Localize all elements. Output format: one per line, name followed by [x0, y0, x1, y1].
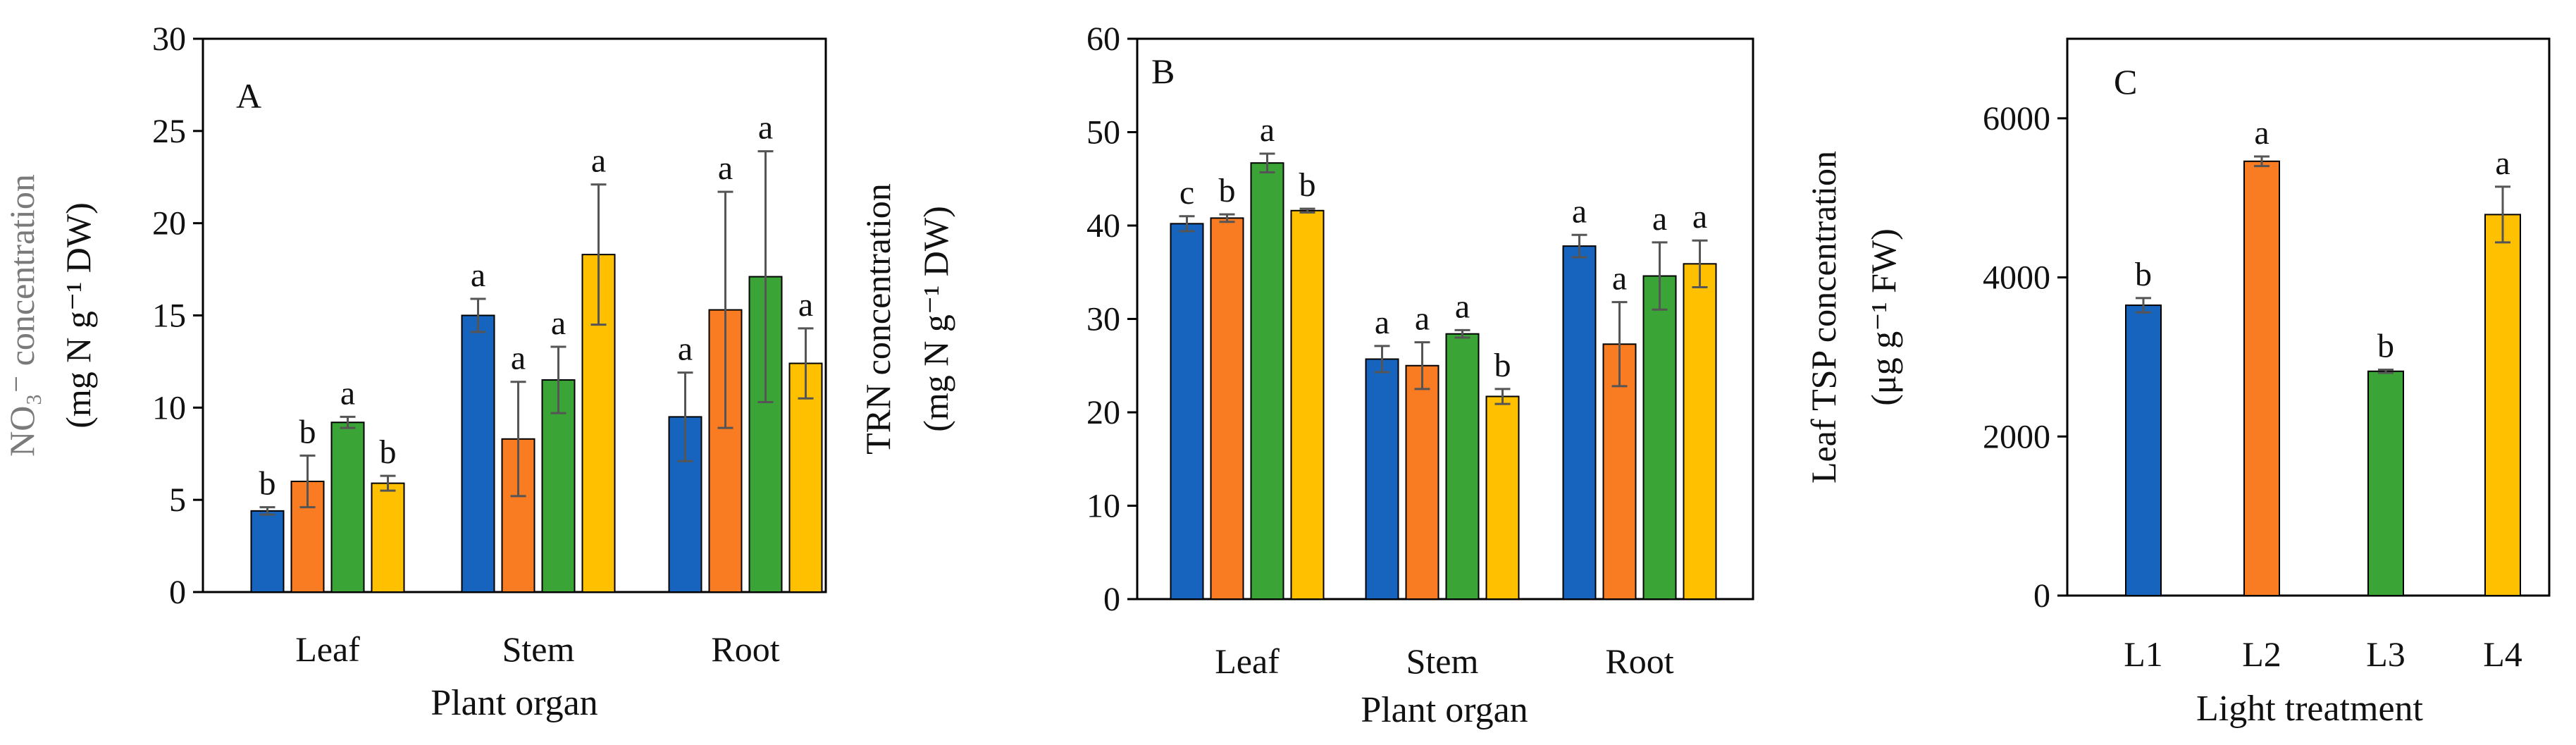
significance-letter: a: [718, 149, 733, 187]
y-tick-label: 30: [152, 20, 186, 58]
x-tick-label: L1: [2124, 634, 2163, 674]
y-axis-label-line1: Leaf TSP concentration: [1804, 151, 1843, 484]
significance-letter: c: [1179, 174, 1194, 211]
significance-letter: a: [591, 142, 606, 180]
significance-letter: a: [471, 257, 485, 294]
y-tick-label: 10: [1086, 488, 1120, 525]
significance-letter: b: [2377, 327, 2394, 364]
x-axis-label: Light treatment: [2196, 689, 2424, 729]
significance-letter: a: [1455, 288, 1470, 325]
y-tick-label: 0: [169, 574, 186, 611]
y-axis-label-line2: (mg N g⁻¹ DW): [916, 206, 955, 431]
panel-label: B: [1151, 51, 1175, 91]
x-tick-label: L4: [2483, 634, 2522, 674]
significance-letter: a: [551, 304, 566, 342]
bar: [1290, 209, 1325, 600]
y-tick-label: 5: [169, 481, 186, 519]
bar: [788, 362, 823, 593]
bar: [1210, 217, 1244, 600]
significance-letter: a: [1260, 111, 1275, 149]
y-tick-label: 40: [1086, 207, 1120, 245]
bar: [2484, 214, 2521, 596]
significance-letter: a: [798, 286, 813, 324]
x-tick-label: Root: [711, 629, 779, 669]
x-tick-label: Stem: [1406, 641, 1479, 681]
x-axis-label: Plant organ: [431, 683, 597, 723]
y-axis-label-line1: NO₃⁻ concentration: [2, 174, 42, 457]
x-tick-label: L2: [2242, 634, 2281, 674]
y-tick-label: 15: [152, 297, 186, 335]
significance-letter: a: [2495, 144, 2510, 182]
x-tick-label: Root: [1605, 641, 1673, 681]
significance-letter: a: [511, 340, 526, 377]
bar: [2243, 160, 2280, 597]
significance-letter: a: [678, 331, 693, 368]
significance-letter: a: [340, 374, 355, 412]
y-tick-label: 4000: [1983, 259, 2050, 297]
bar: [1485, 395, 1520, 600]
significance-letter: a: [1375, 304, 1389, 341]
bar: [1562, 245, 1597, 600]
bar: [1445, 333, 1480, 600]
significance-letter: b: [1219, 172, 1236, 209]
x-tick-label: Stem: [502, 629, 575, 669]
significance-letter: a: [1612, 260, 1627, 297]
bar: [1365, 358, 1399, 600]
y-tick-label: 60: [1086, 20, 1120, 58]
bar: [371, 482, 405, 593]
plot-frame: [2066, 37, 2551, 597]
y-tick-label: 20: [152, 205, 186, 242]
y-axis-label-line2: (mg N g⁻¹ DW): [58, 202, 98, 428]
significance-letter: b: [1299, 166, 1316, 204]
significance-letter: b: [299, 413, 316, 450]
x-tick-label: Leaf: [1215, 641, 1280, 681]
y-tick-label: 2000: [1983, 418, 2050, 455]
panel-label: C: [2114, 62, 2137, 101]
significance-letter: a: [1692, 198, 1707, 235]
bar: [2367, 370, 2404, 596]
bar: [1250, 162, 1284, 601]
bar: [2125, 304, 2162, 596]
bar: [330, 421, 365, 593]
y-tick-label: 30: [1086, 301, 1120, 338]
y-tick-label: 20: [1086, 394, 1120, 431]
y-tick-label: 10: [152, 389, 186, 426]
significance-letter: a: [758, 109, 773, 147]
bar: [1405, 364, 1439, 600]
bar: [1683, 263, 1717, 600]
y-axis-label-line1: TRN concentration: [858, 183, 898, 455]
y-axis-label-line2: (μg g⁻¹ FW): [1864, 228, 1903, 406]
panel-c: 0 2000 4000 6000 C Light treatment Leaf TSP co…: [1804, 37, 2551, 729]
x-axis-label: Plant organ: [1361, 690, 1528, 730]
significance-letter: b: [2135, 256, 2152, 293]
significance-letter: a: [1415, 300, 1430, 338]
x-tick-label: L3: [2366, 634, 2405, 674]
significance-letter: a: [1652, 200, 1667, 238]
significance-letter: b: [259, 465, 276, 503]
bar: [461, 314, 495, 593]
bar: [250, 510, 285, 593]
significance-letter: a: [2254, 114, 2269, 152]
y-tick-label: 0: [2033, 577, 2050, 615]
panel-a: 0 5 10 15 20 25 30 A Plant organ NO₃⁻ concentrati…: [2, 20, 827, 723]
panel-b: 0 10 20 30 40 50 60 B Plant organ TRN concentrati…: [858, 20, 1754, 730]
panel-label: A: [236, 76, 261, 116]
y-tick-label: 6000: [1983, 100, 2050, 137]
y-tick-label: 0: [1103, 581, 1120, 618]
significance-letter: a: [1572, 192, 1587, 230]
x-tick-label: Leaf: [295, 629, 360, 669]
y-tick-label: 50: [1086, 114, 1120, 152]
y-tick-label: 25: [152, 113, 186, 150]
bar: [1642, 275, 1677, 600]
significance-letter: b: [380, 433, 397, 471]
bar: [1170, 223, 1204, 601]
significance-letter: b: [1494, 347, 1511, 384]
